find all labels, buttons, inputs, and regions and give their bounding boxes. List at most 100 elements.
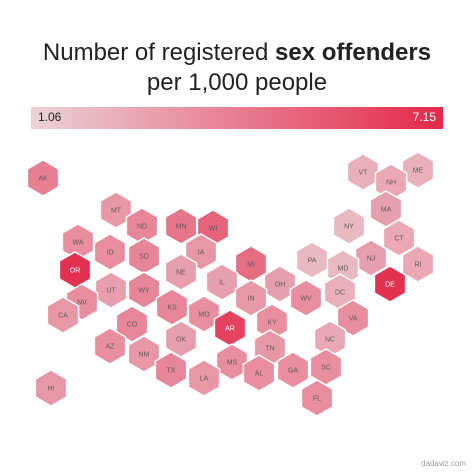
- state-label-mi: MI: [247, 262, 255, 269]
- state-tile-oh: OH: [263, 265, 297, 303]
- state-tile-de: DE: [373, 265, 407, 303]
- state-label-nm: NM: [139, 352, 150, 359]
- state-tile-or: OR: [58, 251, 92, 289]
- state-label-nh: NH: [386, 180, 396, 187]
- state-label-vt: VT: [359, 170, 369, 177]
- state-tile-ak: AK: [26, 159, 60, 197]
- state-label-oh: OH: [275, 282, 286, 289]
- state-label-dc: DC: [335, 290, 345, 297]
- state-tile-al: AL: [242, 354, 276, 392]
- state-tile-wv: WV: [289, 279, 323, 317]
- state-tile-mt: MT: [99, 191, 133, 229]
- state-hex-ny: [332, 207, 366, 245]
- state-label-ks: KS: [167, 305, 177, 312]
- state-label-mn: MN: [176, 224, 187, 231]
- state-tile-hi: HI: [34, 369, 68, 407]
- state-tile-pa: PA: [295, 241, 329, 279]
- state-tile-me: ME: [401, 151, 435, 189]
- state-label-sd: SD: [139, 254, 149, 261]
- state-tile-sc: SC: [309, 348, 343, 386]
- state-hex-ms: [215, 343, 249, 381]
- state-hex-mn: [164, 207, 198, 245]
- title-line-1: Number of registered sex offenders: [0, 38, 474, 68]
- state-label-wv: WV: [300, 296, 312, 303]
- state-tile-mn: MN: [164, 207, 198, 245]
- state-hex-ut: [94, 271, 128, 309]
- state-hex-mt: [99, 191, 133, 229]
- state-tile-la: LA: [187, 359, 221, 397]
- state-hex-id: [93, 233, 127, 271]
- state-tile-nm: NM: [127, 335, 161, 373]
- state-hex-ga: [276, 351, 310, 389]
- state-label-wa: WA: [72, 240, 83, 247]
- state-hex-pa: [295, 241, 329, 279]
- state-label-la: LA: [200, 376, 209, 383]
- title-bold: sex offenders: [275, 39, 432, 66]
- state-label-md: MD: [338, 266, 349, 273]
- state-hex-ne: [164, 253, 198, 291]
- state-label-co: CO: [127, 322, 138, 329]
- state-hex-la: [187, 359, 221, 397]
- state-tile-wy: WY: [127, 271, 161, 309]
- state-label-hi: HI: [48, 386, 55, 393]
- state-tile-id: ID: [93, 233, 127, 271]
- state-hex-vt: [346, 153, 380, 191]
- state-tile-il: IL: [205, 263, 239, 301]
- state-label-tn: TN: [265, 346, 274, 353]
- state-hex-mo: [187, 295, 221, 333]
- state-tile-tx: TX: [154, 351, 188, 389]
- state-hex-wv: [289, 279, 323, 317]
- state-label-in: IN: [248, 296, 255, 303]
- state-hex-nm: [127, 335, 161, 373]
- state-label-ri: RI: [415, 262, 422, 269]
- title-regular: Number of registered: [42, 39, 276, 66]
- state-tile-va: VA: [336, 299, 370, 337]
- state-label-nd: ND: [137, 224, 147, 231]
- state-label-sc: SC: [321, 365, 331, 372]
- state-tile-ny: NY: [332, 207, 366, 245]
- state-hex-wy: [127, 271, 161, 309]
- state-label-il: IL: [219, 280, 225, 287]
- state-hex-ak: [26, 159, 60, 197]
- state-hex-ri: [401, 245, 435, 283]
- state-label-wi: WI: [209, 226, 218, 233]
- state-label-de: DE: [385, 282, 395, 289]
- state-label-ma: MA: [381, 207, 392, 214]
- state-hex-va: [336, 299, 370, 337]
- state-hex-tx: [154, 351, 188, 389]
- state-tile-ri: RI: [401, 245, 435, 283]
- state-hex-az: [93, 327, 127, 365]
- legend-max-label: 7.15: [412, 110, 436, 124]
- state-label-fl: FL: [313, 396, 321, 403]
- state-tile-ms: MS: [215, 343, 249, 381]
- state-label-ia: IA: [198, 250, 205, 257]
- state-label-ky: KY: [267, 320, 277, 327]
- state-label-az: AZ: [106, 344, 116, 351]
- state-hex-nj: [354, 239, 388, 277]
- state-label-mt: MT: [111, 208, 122, 215]
- state-label-nj: NJ: [367, 256, 376, 263]
- state-label-tx: TX: [167, 368, 176, 375]
- state-tile-in: IN: [234, 279, 268, 317]
- state-tile-vt: VT: [346, 153, 380, 191]
- state-hex-oh: [263, 265, 297, 303]
- state-tile-mi: MI: [234, 245, 268, 283]
- state-hex-il: [205, 263, 239, 301]
- credit-text: dadaviz.com: [421, 459, 466, 468]
- state-tile-ut: UT: [94, 271, 128, 309]
- state-tile-ga: GA: [276, 351, 310, 389]
- state-label-ut: UT: [106, 288, 116, 295]
- state-label-id: ID: [107, 250, 114, 257]
- state-label-mo: MO: [198, 312, 210, 319]
- state-label-ne: NE: [176, 270, 186, 277]
- title-line-2: per 1,000 people: [146, 69, 328, 96]
- state-hex-co: [115, 305, 149, 343]
- state-label-nv: NV: [77, 300, 87, 307]
- state-hex-ct: [382, 219, 416, 257]
- state-tile-fl: FL: [300, 379, 334, 417]
- state-label-ak: AK: [38, 176, 48, 183]
- state-tile-sd: SD: [127, 237, 161, 275]
- state-hex-hi: [34, 369, 68, 407]
- legend-color-scale: [31, 107, 443, 129]
